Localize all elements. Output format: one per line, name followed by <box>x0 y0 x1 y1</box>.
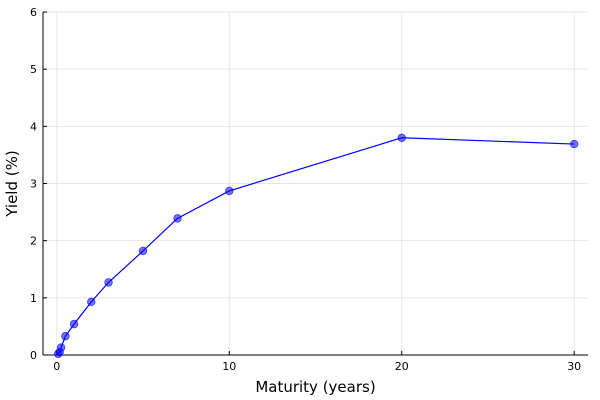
series-layer <box>54 133 579 359</box>
y-axis-label: Yield (%) <box>3 150 21 217</box>
data-point-9 <box>225 186 234 196</box>
y-tick-label-1: 1 <box>30 292 37 305</box>
x-tick-label-1: 10 <box>222 360 236 373</box>
x-axis-label: Maturity (years) <box>255 378 375 396</box>
x-tick-label-2: 20 <box>395 360 409 373</box>
data-point-8 <box>173 214 182 223</box>
data-point-3 <box>61 331 70 341</box>
data-point-7 <box>138 246 148 256</box>
data-point-6 <box>104 278 113 287</box>
x-tick-label-0: 0 <box>53 360 60 373</box>
grid <box>43 11 588 356</box>
data-point-10 <box>397 133 406 142</box>
x-tick-label-3: 30 <box>567 360 581 373</box>
tick-labels: 0 10 20 30 0 1 2 3 4 5 6 <box>30 6 581 373</box>
series-line-0 <box>57 137 575 355</box>
data-point-4 <box>69 319 79 329</box>
data-point-5 <box>87 297 96 307</box>
data-point-11 <box>570 139 579 149</box>
y-tick-label-6: 6 <box>30 6 37 19</box>
y-tick-label-0: 0 <box>30 349 37 362</box>
y-tick-label-2: 2 <box>30 235 37 248</box>
y-tick-label-5: 5 <box>30 63 37 76</box>
y-tick-label-4: 4 <box>30 120 37 133</box>
y-tick-label-3: 3 <box>30 178 37 191</box>
data-point-2 <box>56 343 66 352</box>
